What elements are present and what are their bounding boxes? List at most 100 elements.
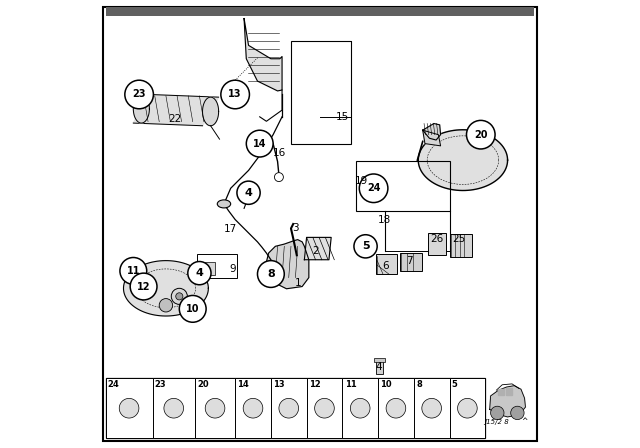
Circle shape [221, 80, 250, 109]
Polygon shape [133, 95, 149, 123]
Bar [197, 254, 237, 279]
Bar [356, 161, 449, 211]
Text: 14: 14 [253, 138, 266, 149]
Text: 4: 4 [376, 362, 382, 372]
Polygon shape [423, 124, 440, 140]
Text: 19: 19 [355, 176, 368, 185]
Text: 4: 4 [195, 268, 204, 278]
Text: 1: 1 [294, 278, 301, 288]
Circle shape [356, 237, 376, 256]
Polygon shape [419, 130, 508, 190]
Circle shape [279, 398, 299, 418]
Circle shape [188, 262, 211, 285]
Polygon shape [490, 386, 525, 417]
Text: 13: 13 [273, 380, 285, 389]
Text: 11: 11 [344, 380, 356, 389]
Bar [374, 358, 385, 362]
Circle shape [422, 398, 442, 418]
Circle shape [458, 398, 477, 418]
Bar [307, 378, 342, 439]
Bar [414, 378, 449, 439]
Circle shape [386, 398, 406, 418]
Bar [195, 378, 235, 439]
Circle shape [119, 398, 139, 418]
Text: 2: 2 [312, 246, 319, 256]
Circle shape [354, 235, 377, 258]
Text: 16: 16 [273, 147, 287, 158]
Text: 8: 8 [267, 269, 275, 279]
Bar [106, 7, 534, 16]
Bar [342, 378, 378, 439]
Text: 5: 5 [362, 241, 369, 251]
Bar [428, 233, 446, 255]
Text: 7: 7 [406, 256, 413, 266]
Bar [235, 378, 271, 439]
Ellipse shape [217, 200, 230, 208]
Circle shape [246, 130, 273, 157]
Bar [106, 378, 485, 439]
Text: 20: 20 [474, 129, 488, 140]
Polygon shape [305, 237, 331, 260]
Text: 14: 14 [237, 380, 249, 389]
Polygon shape [423, 130, 440, 146]
Text: 25: 25 [452, 234, 465, 244]
Circle shape [237, 181, 260, 204]
Text: 3: 3 [292, 224, 299, 233]
Text: 10: 10 [186, 304, 200, 314]
Text: ^: ^ [522, 418, 528, 426]
Circle shape [359, 174, 388, 202]
Circle shape [179, 296, 206, 322]
Circle shape [164, 398, 184, 418]
Text: 8: 8 [416, 380, 422, 389]
Text: 24: 24 [108, 380, 120, 389]
Polygon shape [266, 240, 309, 289]
Text: 15: 15 [336, 112, 349, 122]
Bar [378, 378, 414, 439]
Circle shape [275, 172, 284, 181]
Circle shape [315, 398, 334, 418]
Circle shape [176, 293, 183, 300]
Bar [449, 234, 472, 258]
Text: 13: 13 [228, 90, 242, 99]
Bar [401, 253, 422, 271]
Text: 5: 5 [452, 380, 458, 389]
Polygon shape [133, 95, 219, 126]
Text: 11: 11 [127, 266, 140, 276]
Text: 6: 6 [382, 261, 389, 271]
Circle shape [467, 121, 495, 149]
Bar [152, 378, 195, 439]
Text: 22: 22 [168, 114, 182, 124]
Text: 23: 23 [155, 380, 166, 389]
Bar [202, 262, 215, 276]
Circle shape [205, 398, 225, 418]
Text: 9: 9 [230, 264, 236, 274]
Circle shape [159, 298, 173, 312]
Circle shape [125, 80, 154, 109]
Polygon shape [202, 97, 219, 126]
Polygon shape [506, 388, 512, 395]
Text: 12: 12 [137, 281, 150, 292]
Circle shape [243, 187, 254, 198]
Text: J15/2 8: J15/2 8 [484, 419, 509, 425]
Circle shape [172, 289, 188, 304]
Circle shape [120, 258, 147, 284]
Polygon shape [124, 261, 209, 316]
Text: 4: 4 [244, 188, 252, 198]
Polygon shape [498, 389, 504, 395]
Circle shape [350, 398, 370, 418]
Text: 12: 12 [309, 380, 321, 389]
Circle shape [243, 398, 263, 418]
Text: 17: 17 [224, 224, 237, 234]
Bar [449, 378, 485, 439]
Bar [291, 41, 351, 144]
Circle shape [361, 242, 370, 251]
Bar [376, 361, 383, 374]
Polygon shape [244, 18, 282, 91]
Text: 18: 18 [378, 215, 392, 224]
Bar [106, 378, 152, 439]
Bar [271, 378, 307, 439]
Text: 24: 24 [367, 183, 380, 193]
Bar [376, 254, 397, 274]
Text: 20: 20 [197, 380, 209, 389]
Text: 26: 26 [430, 234, 444, 244]
